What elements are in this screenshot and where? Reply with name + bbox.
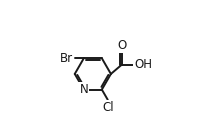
Text: O: O [117,39,126,52]
Text: N: N [80,83,88,96]
Text: OH: OH [134,58,152,71]
Text: Cl: Cl [102,101,114,114]
Text: Br: Br [60,52,73,65]
